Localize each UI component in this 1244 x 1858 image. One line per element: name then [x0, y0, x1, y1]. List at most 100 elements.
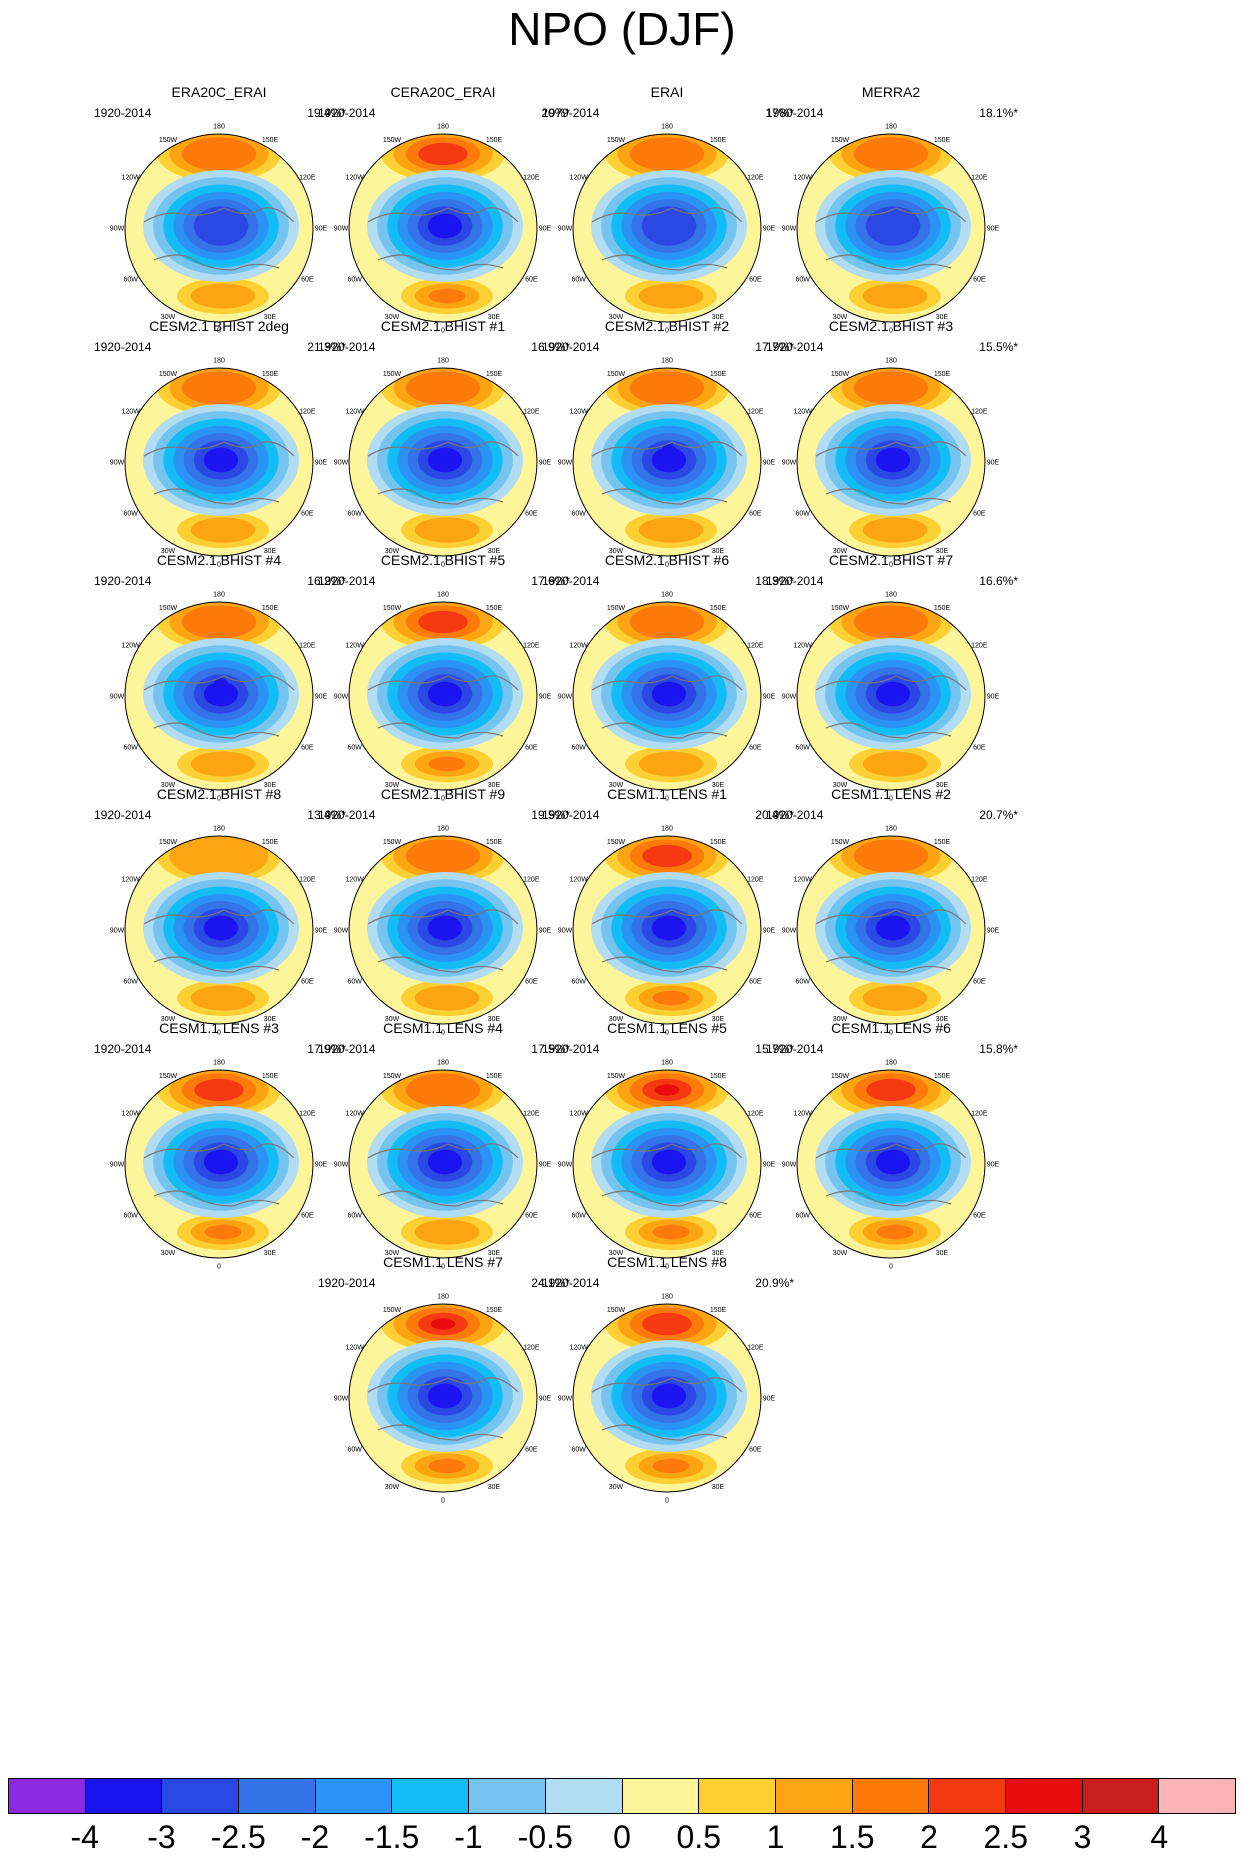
positive-anomaly-contour	[629, 371, 705, 405]
panel-title: CESM2.1 BHIST #9	[380, 786, 506, 802]
polar-map: 180 150E 120E 90E 60E 30E 0 30W 60W 90W 120W 150W	[558, 1294, 776, 1505]
positive-anomaly-contour	[428, 756, 466, 772]
panel-variance-pct: 17.5%*	[531, 1042, 570, 1056]
longitude-label: 150W	[383, 1073, 402, 1080]
longitude-label: 120E	[971, 877, 988, 884]
positive-anomaly-contour	[414, 1219, 480, 1245]
longitude-label: 0	[441, 796, 445, 803]
longitude-label: 150W	[831, 839, 850, 846]
colorbar-label: 0.5	[676, 1819, 721, 1855]
panel-period: 1920-2014	[542, 1276, 600, 1290]
longitude-label: 150E	[486, 839, 503, 846]
negative-anomaly-contour	[427, 447, 463, 473]
longitude-label: 150E	[262, 1073, 279, 1080]
longitude-label: 150W	[383, 1307, 402, 1314]
longitude-label: 180	[885, 358, 897, 365]
panel-period: 1980-2014	[766, 106, 824, 120]
colorbar	[8, 1778, 1236, 1814]
longitude-label: 180	[213, 358, 225, 365]
coastline	[367, 1377, 519, 1441]
coastline	[815, 675, 967, 739]
coastline	[367, 207, 519, 271]
longitude-label: 30W	[609, 1484, 624, 1491]
negative-anomaly-contour	[427, 1383, 463, 1409]
longitude-label: 30W	[385, 1250, 400, 1257]
coastline	[591, 207, 743, 271]
panel-period: 1920-2014	[94, 106, 152, 120]
longitude-label: 120W	[794, 1111, 813, 1118]
longitude-label: 60E	[749, 1447, 762, 1454]
panel-title: CERA20C_ERAI	[390, 84, 496, 100]
positive-anomaly-contour	[862, 517, 928, 543]
panel-period: 1920-2014	[318, 808, 376, 822]
longitude-label: 30E	[936, 1016, 949, 1023]
map-border	[348, 601, 538, 791]
longitude-label: 150E	[486, 371, 503, 378]
longitude-label: 30W	[833, 1250, 848, 1257]
longitude-label: 90E	[539, 226, 552, 233]
longitude-label: 180	[885, 1060, 897, 1067]
longitude-label: 90W	[334, 460, 349, 467]
colorbar-box	[1159, 1779, 1235, 1813]
longitude-label: 60E	[973, 745, 986, 752]
colorbar-box	[239, 1779, 316, 1813]
longitude-label: 120E	[299, 1111, 316, 1118]
longitude-label: 0	[889, 1030, 893, 1037]
longitude-label: 180	[437, 358, 449, 365]
map-panel: CESM1.1 LENS #6 1920-2014 15.8%* 180 150E 120…	[756, 1020, 1026, 1290]
longitude-label: 60E	[749, 979, 762, 986]
longitude-label: 120E	[523, 877, 540, 884]
panel-period: 1920-2014	[542, 808, 600, 822]
longitude-label: 150W	[831, 137, 850, 144]
longitude-label: 90W	[558, 226, 573, 233]
longitude-label: 30E	[712, 314, 725, 321]
map-panel: CESM2.1 BHIST #9 1920-2014 19.5%* 180 150E 12…	[308, 786, 578, 1056]
longitude-label: 30E	[264, 1016, 277, 1023]
longitude-label: 0	[217, 562, 221, 569]
panel-period: 1920-2014	[94, 574, 152, 588]
negative-anomaly-contour	[865, 206, 921, 246]
longitude-label: 60W	[347, 1213, 362, 1220]
longitude-label: 180	[661, 124, 673, 131]
longitude-label: 0	[217, 796, 221, 803]
longitude-label: 120E	[747, 409, 764, 416]
longitude-label: 60E	[525, 277, 538, 284]
panel-title: CESM1.1 LENS #3	[159, 1020, 279, 1036]
colorbar-label: 0	[613, 1819, 631, 1855]
map-panel: CESM1.1 LENS #2 1920-2014 20.7%* 180 150E 120…	[756, 786, 1026, 1056]
positive-anomaly-contour	[414, 517, 480, 543]
longitude-label: 60E	[749, 277, 762, 284]
map-panel: CESM1.1 LENS #7 1920-2014 24.1%* 180 150E 120…	[308, 1254, 578, 1524]
colorbar-box	[85, 1779, 163, 1813]
coastline	[143, 207, 295, 271]
colorbar-label: -4	[70, 1819, 99, 1855]
map-border	[796, 367, 986, 557]
longitude-label: 60W	[123, 511, 138, 518]
panel-title: CESM1.1 LENS #8	[607, 1254, 727, 1270]
panel-variance-pct: 19.5%*	[531, 808, 570, 822]
longitude-label: 90E	[315, 226, 328, 233]
positive-anomaly-contour	[169, 836, 269, 879]
panel-period: 1920-2014	[318, 340, 376, 354]
panel-title: CESM2.1 BHIST #2	[604, 318, 730, 334]
positive-anomaly-contour	[418, 142, 468, 166]
positive-anomaly-contour	[853, 137, 929, 171]
panel-period: 1920-2014	[318, 574, 376, 588]
longitude-label: 150E	[262, 839, 279, 846]
longitude-label: 150E	[262, 371, 279, 378]
map-border	[572, 835, 762, 1025]
longitude-label: 0	[665, 1030, 669, 1037]
panel-title: CESM2.1 BHIST #7	[828, 552, 954, 568]
coastline	[143, 675, 295, 739]
positive-anomaly-contour	[181, 137, 257, 171]
panel-variance-pct: 17.7%*	[755, 340, 794, 354]
map-panel: CESM2.1 BHIST 2deg 1920-2014 21.3%* 180 150E…	[84, 318, 354, 588]
coastline	[367, 441, 519, 505]
longitude-label: 30E	[488, 1484, 501, 1491]
longitude-label: 30W	[161, 1250, 176, 1257]
longitude-label: 150E	[934, 371, 951, 378]
longitude-label: 120E	[523, 1345, 540, 1352]
longitude-label: 90W	[334, 694, 349, 701]
longitude-label: 120E	[523, 643, 540, 650]
positive-anomaly-contour	[654, 1084, 680, 1096]
